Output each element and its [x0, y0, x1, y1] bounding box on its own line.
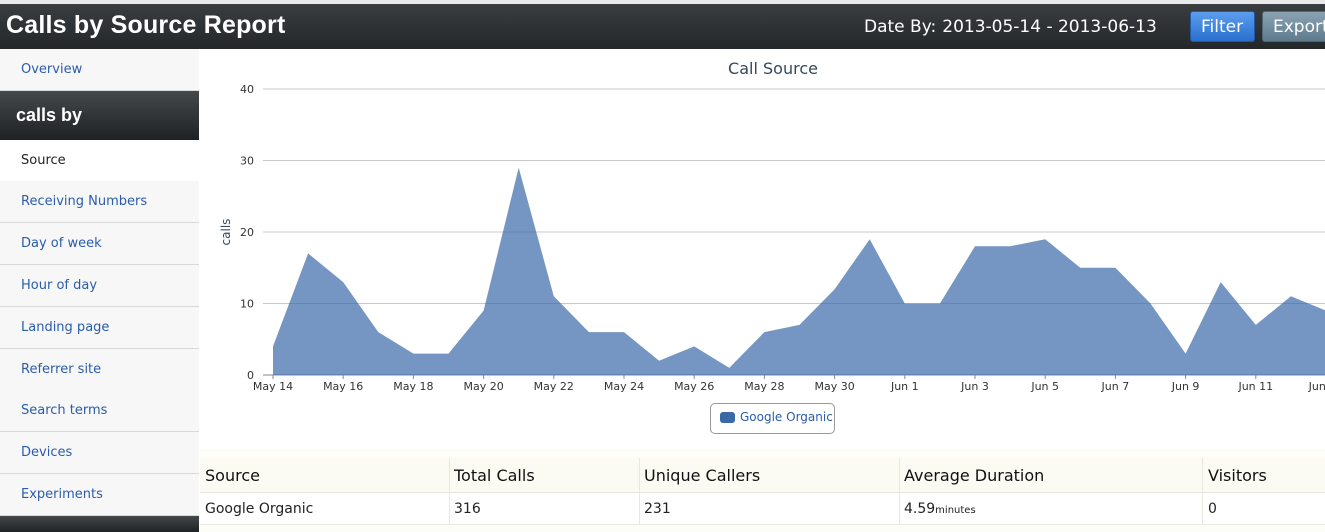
- x-tick-label: Jun 13: [1308, 380, 1325, 393]
- date-range-value[interactable]: 2013-05-14 - 2013-06-13: [942, 17, 1157, 37]
- cell-source: Google Organic: [205, 501, 314, 517]
- x-tick-label: May 18: [393, 380, 433, 393]
- sidebar-item-experiments[interactable]: Experiments: [0, 474, 199, 516]
- legend-label: Google Organic: [740, 410, 833, 424]
- sidebar-item-label: Overview: [21, 62, 83, 77]
- sidebar-item-source[interactable]: Source: [0, 140, 199, 182]
- x-tick-label: Jun 5: [1030, 380, 1059, 393]
- cell-total-calls: 316: [454, 501, 481, 517]
- sidebar-item-label: Experiments: [21, 487, 103, 502]
- source-table: Source Total Calls Unique Callers Averag…: [200, 449, 1325, 532]
- cell-unique-callers: 231: [644, 501, 671, 517]
- sidebar-item-day-of-week[interactable]: Day of week: [0, 223, 199, 265]
- sidebar-item-label: Receiving Numbers: [21, 194, 148, 209]
- sidebar-item-referrer-site[interactable]: Referrer site: [0, 349, 199, 391]
- sidebar: Overview calls by Source Receiving Numbe…: [0, 49, 199, 532]
- sidebar-item-landing-page[interactable]: Landing page: [0, 307, 199, 349]
- sidebar-item-overview[interactable]: Overview: [0, 49, 199, 91]
- x-tick-label: Jun 3: [960, 380, 989, 393]
- chart-plot: 0 10 20 30 40 calls May 14 May 16 May 18 May 20 Ma…: [219, 83, 1325, 393]
- sidebar-item-receiving-numbers[interactable]: Receiving Numbers: [0, 181, 199, 223]
- table-header-row: Source Total Calls Unique Callers Averag…: [200, 458, 1325, 493]
- sidebar-item-label: Hour of day: [21, 278, 98, 293]
- sidebar-item-label: Devices: [21, 445, 73, 460]
- sidebar-item-devices[interactable]: Devices: [0, 432, 199, 474]
- date-range-display: Date By: 2013-05-14 - 2013-06-13: [864, 17, 1157, 37]
- report-header: Calls by Source Report Date By: 2013-05-1…: [0, 4, 1325, 49]
- sidebar-item-label: Source: [21, 153, 66, 168]
- sidebar-item-label: Day of week: [21, 236, 102, 251]
- x-tick-label: Jun 1: [890, 380, 919, 393]
- x-tick-label: May 20: [463, 380, 503, 393]
- sidebar-item-hour-of-day[interactable]: Hour of day: [0, 265, 199, 307]
- duration-unit: minutes: [935, 505, 976, 516]
- date-label: Date By:: [864, 17, 937, 37]
- cell-visitors: 0: [1208, 501, 1217, 517]
- x-tick-label: May 26: [674, 380, 714, 393]
- x-tick-label: May 16: [323, 380, 363, 393]
- y-tick-label: 30: [240, 155, 254, 168]
- sidebar-section-title: calls by: [16, 105, 83, 125]
- chart-title: Call Source: [728, 59, 818, 78]
- x-tick-label: May 14: [253, 380, 293, 393]
- y-axis-label: calls: [219, 219, 233, 246]
- column-divider: [899, 458, 900, 525]
- x-tick-label: Jun 7: [1101, 380, 1130, 393]
- sidebar-section-header: calls by: [0, 91, 199, 140]
- x-tick-label: Jun 11: [1237, 380, 1273, 393]
- column-header-source[interactable]: Source: [205, 466, 260, 485]
- page-title: Calls by Source Report: [6, 11, 286, 39]
- series-area-google-organic: [273, 167, 1325, 375]
- top-strip: [0, 0, 1325, 4]
- column-divider: [639, 458, 640, 525]
- legend-swatch: [720, 412, 735, 423]
- column-header-total-calls[interactable]: Total Calls: [454, 466, 535, 485]
- call-source-chart: Call Source 0 10 20 30 40 calls May 14 May 16 Ma…: [200, 49, 1325, 449]
- x-tick-label: May 30: [814, 380, 854, 393]
- sidebar-section-footer: [0, 516, 199, 532]
- chart-legend[interactable]: Google Organic: [710, 403, 835, 434]
- filter-button[interactable]: Filter: [1190, 11, 1255, 42]
- column-divider: [1202, 458, 1203, 525]
- y-tick-label: 40: [240, 83, 254, 96]
- column-header-unique-callers[interactable]: Unique Callers: [644, 466, 761, 485]
- x-tick-label: May 24: [604, 380, 644, 393]
- column-header-visitors[interactable]: Visitors: [1208, 466, 1267, 485]
- x-tick-label: May 28: [744, 380, 784, 393]
- duration-value: 4.59: [904, 501, 936, 517]
- y-tick-label: 20: [240, 226, 254, 239]
- x-tick-label: Jun 9: [1171, 380, 1200, 393]
- column-header-average-duration[interactable]: Average Duration: [904, 466, 1045, 485]
- table-row: Google Organic 316 231 4.59minutes 0: [200, 493, 1325, 525]
- sidebar-item-label: Landing page: [21, 320, 110, 335]
- y-tick-label: 0: [247, 369, 254, 382]
- cell-average-duration: 4.59minutes: [904, 501, 976, 517]
- sidebar-item-label: Referrer site: [21, 362, 102, 377]
- x-tick-label: May 22: [534, 380, 574, 393]
- sidebar-item-search-terms[interactable]: Search terms: [0, 390, 199, 432]
- y-tick-label: 10: [240, 298, 254, 311]
- export-button[interactable]: Export: [1262, 11, 1325, 42]
- column-divider: [449, 458, 450, 525]
- sidebar-item-label: Search terms: [21, 403, 108, 418]
